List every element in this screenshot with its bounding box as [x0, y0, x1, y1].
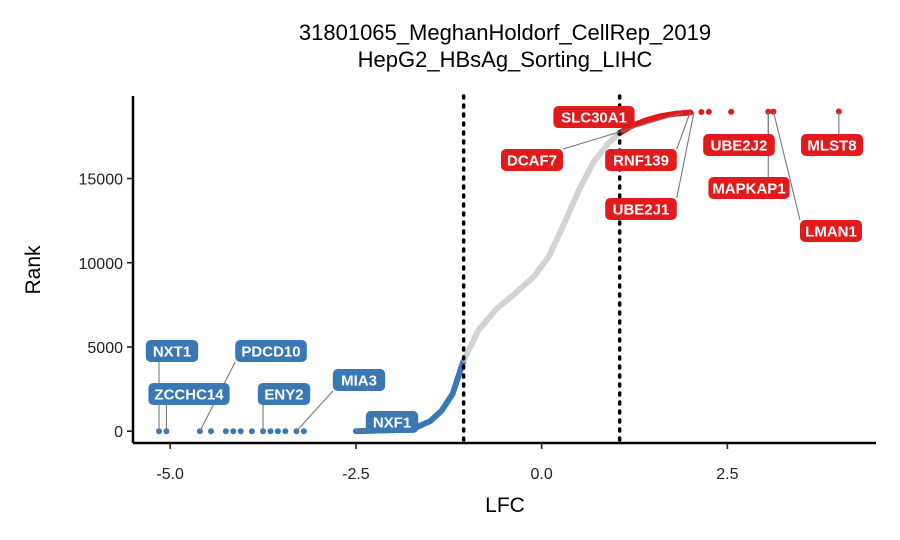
data-point: [222, 428, 229, 435]
label-leader: [296, 390, 334, 432]
gene-label: MIA3: [341, 373, 377, 390]
gene-label: RNF139: [613, 153, 669, 170]
chart-subtitle: HepG2_HBsAg_Sorting_LIHC: [358, 47, 653, 72]
gene-label-box: [605, 149, 677, 171]
data-point: [248, 428, 255, 435]
gene-label: ENY2: [264, 387, 303, 404]
gene-label-box: [801, 134, 863, 156]
x-tick-label: -2.5: [342, 466, 370, 483]
gene-label: PDCD10: [241, 344, 300, 361]
gene-label-box: [257, 383, 311, 405]
threshold-lines: [461, 94, 622, 445]
gene-label-box: [708, 177, 790, 199]
x-tick-label: -5.0: [156, 466, 184, 483]
gene-label-box: [365, 411, 419, 433]
gene-label: UBE2J2: [711, 138, 768, 155]
x-axis-title: LFC: [485, 494, 525, 517]
x-tick-label: 2.5: [716, 466, 738, 483]
y-tick-label: 10000: [79, 256, 124, 273]
data-point: [230, 428, 237, 435]
data-point: [698, 109, 705, 116]
y-axis-title: Rank: [22, 245, 45, 295]
gene-label: NXT1: [153, 344, 191, 361]
data-point: [237, 428, 244, 435]
gene-label-box: [605, 198, 677, 220]
label-leaders: [158, 111, 840, 432]
chart-title: 31801065_MeghanHoldorf_CellRep_2019: [299, 20, 711, 45]
gene-label: MLST8: [807, 138, 856, 155]
gene-label-box: [553, 106, 635, 128]
gene-label: DCAF7: [507, 153, 557, 170]
data-point: [274, 428, 281, 435]
data-point: [282, 428, 289, 435]
data-point: [208, 428, 215, 435]
label-leader: [676, 111, 691, 150]
data-point: [728, 108, 735, 115]
gene-label: ZCCHC14: [154, 387, 224, 404]
gene-label: SLC30A1: [561, 110, 627, 127]
label-leader: [772, 111, 801, 221]
gene-label-box: [148, 383, 230, 405]
data-point: [705, 108, 712, 115]
gene-label-box: [332, 369, 386, 391]
gene-label: NXF1: [373, 415, 411, 432]
y-axis-ticks: 0 5000 10000 15000: [79, 172, 133, 441]
label-leader: [676, 111, 695, 199]
gene-label: UBE2J1: [613, 202, 670, 219]
y-tick-label: 5000: [87, 340, 123, 357]
gene-labels: NXT1 ZCCHC14 PDCD10 ENY2 MIA3 NXF1 SLC30A1 DCAF…: [145, 106, 863, 433]
x-axis-ticks: -5.0 -2.5 0.0 2.5: [156, 443, 739, 483]
y-tick-label: 0: [114, 424, 123, 441]
gene-label: LMAN1: [805, 224, 857, 241]
gene-label-box: [235, 340, 307, 362]
gene-label: MAPKAP1: [712, 181, 785, 198]
data-point: [267, 428, 274, 435]
gene-label-box: [145, 340, 199, 362]
label-leader: [562, 112, 683, 150]
gene-label-box: [501, 149, 563, 171]
gene-label-box: [703, 134, 775, 156]
y-tick-label: 15000: [79, 172, 124, 189]
x-tick-label: 0.0: [531, 466, 553, 483]
gene-label-box: [800, 220, 862, 242]
data-point: [300, 428, 307, 435]
